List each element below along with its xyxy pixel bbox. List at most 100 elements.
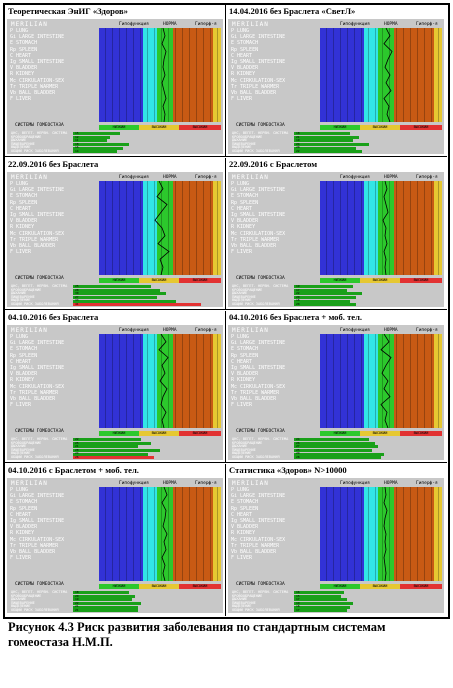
hypofunction-band	[99, 334, 143, 428]
norm-label: НОРМА	[384, 175, 398, 180]
cell-title: Теоретическая ЭнИГ «Здоров»	[8, 6, 128, 16]
system-risk-value: 16	[75, 145, 79, 150]
system-risk-value: 28	[75, 287, 79, 292]
system-row: ОБЩИЙ РИСК ЗАБОЛЕВАНИЯ 41	[11, 301, 221, 307]
system-risk-value: 28	[296, 454, 300, 459]
risk-high-label: ВЫСОКИЙ	[400, 431, 442, 436]
system-risk-value: 25	[75, 440, 79, 445]
system-risk-value: 25	[75, 284, 79, 288]
hypofunction-label: Гипофункция	[119, 22, 149, 27]
system-label: ВЫДЕЛЕНИЕ	[11, 145, 31, 150]
risk-high-label: ВЫСОКИЙ	[179, 278, 221, 283]
function-bands	[99, 334, 221, 428]
system-risk-bar	[294, 288, 347, 292]
meridian-item: Rp SPLEEN	[231, 505, 259, 512]
system-row: ЦНС, ВЕГЕТ. НЕРВН. СИСТЕМА 16	[232, 590, 442, 595]
system-risk-value: 33	[75, 298, 79, 303]
system-risk-value: 18	[296, 604, 300, 609]
system-risk-bar	[73, 456, 154, 460]
system-label: ПИЩЕВАРЕНИЕ	[11, 141, 35, 146]
meridian-item: Tr TRIPLE WARMER	[231, 236, 280, 243]
system-label: ОБЩИЙ РИСК ЗАБОЛЕВАНИЯ	[232, 454, 280, 459]
homeostasis-systems: ЦНС, ВЕГЕТ. НЕРВН. СИСТЕМА 15 КРОВООБРАЩЕН…	[11, 131, 221, 154]
system-label: КРОВООБРАЩЕНИЕ	[232, 287, 263, 292]
norm-band	[378, 28, 394, 122]
meridian-item: Gi LARGE INTESTINE	[231, 340, 286, 347]
meridian-header: MERILIAN	[11, 21, 48, 28]
system-label: ЦНС, ВЕГЕТ. НЕРВН. СИСТЕМА	[232, 590, 289, 594]
meridian-trace	[158, 334, 169, 428]
system-risk-bar	[294, 452, 385, 456]
system-risk-bar	[294, 139, 354, 143]
system-risk-bar	[73, 602, 142, 606]
system-label: ДЫХАНИЕ	[232, 597, 248, 602]
risk-high-label: ВЫСОКИЙ	[179, 431, 221, 436]
homeostasis-systems: ЦНС, ВЕГЕТ. НЕРВН. СИСТЕМА 19 КРОВООБРАЩЕН…	[232, 284, 442, 307]
risk-low-label: НИЗКИЙ	[99, 431, 139, 436]
system-risk-bar	[73, 150, 117, 154]
system-risk-bar	[294, 292, 363, 296]
system-row: ВЫДЕЛЕНИЕ 21	[11, 605, 221, 609]
hyperfunction-label: Гиперф-я	[416, 175, 438, 180]
meridian-header: MERILIAN	[232, 480, 269, 487]
hypofunction-label: Гипофункция	[119, 175, 149, 180]
meridian-item: E STOMACH	[231, 193, 259, 200]
hyperfunction-label: Гиперф-я	[195, 328, 217, 333]
meridian-item: Tr TRIPLE WARMER	[231, 389, 280, 396]
high-band	[213, 487, 221, 581]
function-bands	[320, 487, 442, 581]
system-row: ПИЩЕВАРЕНИЕ 24	[232, 142, 442, 147]
meridian-item: V BLADDER	[231, 65, 259, 72]
system-row: ЦНС, ВЕГЕТ. НЕРВН. СИСТЕМА 24	[232, 437, 442, 442]
risk-scale: НИЗКИЙ ВЫСОКИЙ ВЫСОКИЙ	[99, 125, 221, 130]
system-label: ДЫХАНИЕ	[232, 291, 248, 296]
cell-title: 04.10.2016 без Браслета + моб. тел.	[229, 312, 363, 322]
system-risk-bar	[73, 591, 129, 595]
meridian-list: P LUNG Gi LARGE INTESTINE E STOMACH Rp SPLE…	[231, 181, 321, 255]
system-risk-value: 21	[75, 604, 79, 609]
system-label: ВЫДЕЛЕНИЕ	[11, 451, 31, 456]
system-row: ОБЩИЙ РИСК ЗАБОЛЕВАНИЯ 26	[11, 455, 221, 460]
system-risk-value: 22	[75, 437, 79, 441]
risk-scale: НИЗКИЙ ВЫСОКИЙ ВЫСОКИЙ	[99, 584, 221, 589]
system-label: ПИЩЕВАРЕНИЕ	[11, 600, 35, 605]
high-band	[434, 181, 442, 275]
system-risk-bar	[73, 594, 136, 598]
meridian-item: V BLADDER	[10, 524, 38, 531]
system-label: ВЫДЕЛЕНИЕ	[11, 298, 31, 303]
meridian-item: P LUNG	[10, 334, 29, 340]
risk-scale: НИЗКИЙ ВЫСОКИЙ ВЫСОКИЙ	[320, 278, 442, 283]
system-label: КРОВООБРАЩЕНИЕ	[11, 440, 42, 445]
system-risk-bar	[73, 303, 201, 307]
system-risk-bar	[294, 591, 344, 595]
system-risk-value: 21	[75, 607, 79, 612]
meridian-item: V BLADDER	[10, 218, 38, 225]
risk-low-label: НИЗКИЙ	[99, 278, 139, 283]
meridian-item: C HEART	[10, 358, 32, 365]
system-row: КРОВООБРАЩЕНИЕ 26	[232, 441, 442, 446]
system-row: ПИЩЕВАРЕНИЕ 20	[232, 295, 442, 300]
meridian-item: Mc CIRKULATION-SEX	[231, 77, 286, 84]
meridian-list: P LUNG Gi LARGE INTESTINE E STOMACH Rp SPLE…	[10, 28, 100, 102]
hypofunction-label: Гипофункция	[119, 328, 149, 333]
norm-label: НОРМА	[384, 22, 398, 27]
system-risk-value: 21	[75, 444, 79, 449]
system-row: ЦНС, ВЕГЕТ. НЕРВН. СИСТЕМА 19	[232, 284, 442, 289]
system-risk-value: 24	[75, 451, 79, 456]
system-risk-value: 18	[296, 298, 300, 303]
system-label: ВЫДЕЛЕНИЕ	[232, 604, 252, 609]
hypofunction-band	[99, 28, 143, 122]
meridian-item: Tr TRIPLE WARMER	[231, 542, 280, 549]
system-label: ВЫДЕЛЕНИЕ	[232, 298, 252, 303]
meridian-item: Mc CIRKULATION-SEX	[231, 230, 286, 237]
hypofunction-band	[320, 181, 364, 275]
meridian-item: Gi LARGE INTESTINE	[10, 187, 65, 194]
meridian-item: Vb BALL BLADDER	[10, 396, 56, 403]
system-label: КРОВООБРАЩЕНИЕ	[11, 593, 42, 598]
system-risk-value: 41	[75, 301, 79, 306]
hyperfunction-label: Гиперф-я	[195, 175, 217, 180]
hyperfunction-label: Гиперф-я	[416, 481, 438, 486]
system-row: ЦНС, ВЕГЕТ. НЕРВН. СИСТЕМА 18	[11, 590, 221, 595]
meridian-item: E STOMACH	[10, 499, 38, 506]
system-label: ДЫХАНИЕ	[11, 291, 27, 296]
